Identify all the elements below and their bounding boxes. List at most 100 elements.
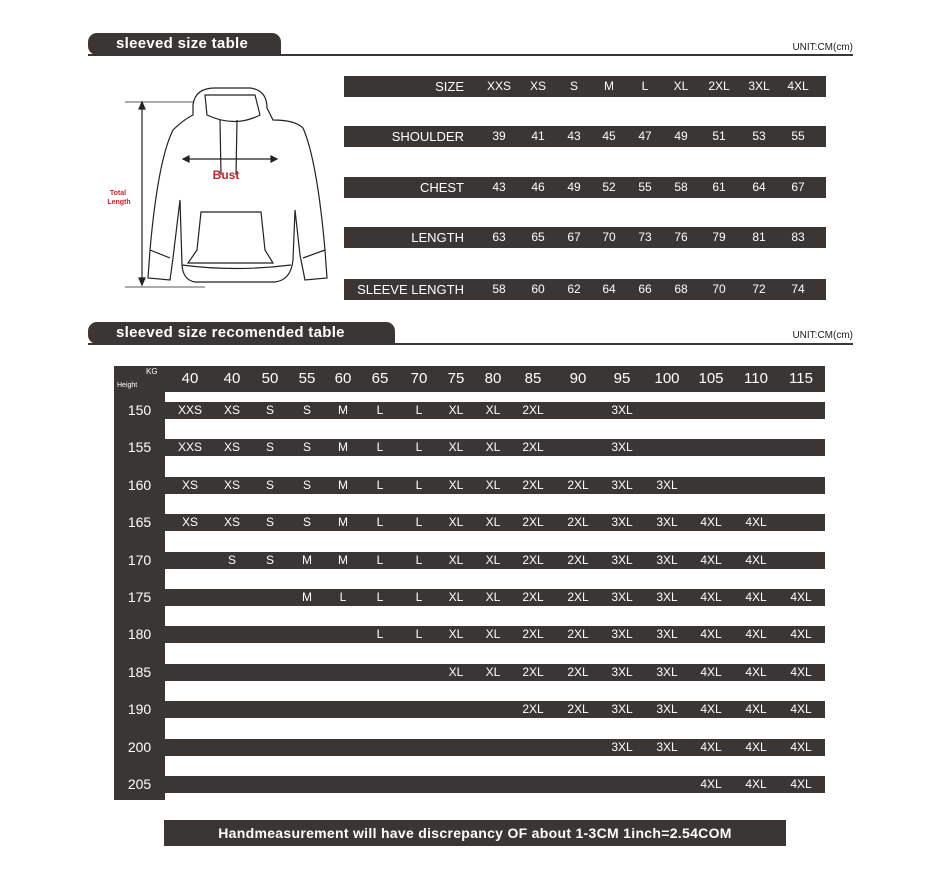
recommended-size: L <box>415 478 423 492</box>
recommended-size: XL <box>448 440 464 454</box>
size-value: 62 <box>567 282 581 296</box>
recommended-size: XL <box>485 478 501 492</box>
size-value: XXS <box>486 79 511 93</box>
recommended-size: 3XL <box>656 627 678 641</box>
recommended-size: 2XL <box>522 665 544 679</box>
section-title-recommended: sleeved size recomended table <box>88 322 395 344</box>
recommended-row-170: 170 S S M M L L XL XL 2XL 2XL 3XL 3XL 4XL 4XL <box>114 552 825 569</box>
recommended-size: 2XL <box>522 515 544 529</box>
size-value: 58 <box>674 180 688 194</box>
recommended-size: 3XL <box>611 590 633 604</box>
size-value: 4XL <box>787 79 809 93</box>
size-value: 73 <box>638 230 652 244</box>
recommended-row-175: 175 M L L L XL XL 2XL 2XL 3XL 3XL 4XL 4XL 4XL <box>114 589 825 606</box>
section-divider <box>88 54 853 56</box>
recommended-size: 4XL <box>700 553 722 567</box>
recommended-size: 4XL <box>790 740 812 754</box>
recommended-size: 4XL <box>745 553 767 567</box>
total-length-label-2: Length <box>107 199 130 206</box>
size-value: 55 <box>791 129 805 143</box>
size-value: L <box>641 79 649 93</box>
recommended-size: L <box>376 440 384 454</box>
recommended-size: 4XL <box>700 740 722 754</box>
recommended-size: 3XL <box>656 478 678 492</box>
recommended-size: 2XL <box>522 702 544 716</box>
recommended-size: 4XL <box>745 777 767 791</box>
size-value: 49 <box>567 180 581 194</box>
recommended-size: 3XL <box>611 665 633 679</box>
recommended-size: 2XL <box>567 590 589 604</box>
recommended-size: XL <box>448 665 464 679</box>
recommended-size: 3XL <box>611 740 633 754</box>
recommended-size: 4XL <box>790 702 812 716</box>
row-label: SLEEVE LENGTH <box>357 282 464 297</box>
size-value: 55 <box>638 180 652 194</box>
recommended-size: 2XL <box>567 553 589 567</box>
recommended-size: 4XL <box>700 777 722 791</box>
size-value: 70 <box>602 230 616 244</box>
recommended-size: XL <box>448 627 464 641</box>
recommended-size: L <box>376 403 384 417</box>
recommended-size: L <box>415 627 423 641</box>
size-value: 53 <box>752 129 766 143</box>
recommended-row-150: 150 XXS XS S S M L L XL XL 2XL 3XL <box>114 402 825 419</box>
recommended-size: 4XL <box>700 665 722 679</box>
weight-header: 115 <box>789 370 813 387</box>
height-value: 185 <box>127 664 152 680</box>
recommended-size: L <box>376 553 384 567</box>
size-value: 41 <box>531 129 545 143</box>
recommended-size: XL <box>485 627 501 641</box>
weight-header: 95 <box>613 370 631 387</box>
recommended-size: M <box>338 478 348 492</box>
bust-label: Bust <box>213 168 240 182</box>
height-value: 170 <box>127 552 152 568</box>
recommended-size: 2XL <box>522 478 544 492</box>
recommended-size: L <box>415 553 423 567</box>
recommended-size: 2XL <box>567 702 589 716</box>
recommended-size: 4XL <box>700 702 722 716</box>
recommended-size: M <box>338 553 348 567</box>
size-value: XL <box>673 79 689 93</box>
recommended-size: 2XL <box>567 478 589 492</box>
size-value: 83 <box>791 230 805 244</box>
unit-label: UNIT:CM(cm) <box>792 42 853 53</box>
section-title-size-table: sleeved size table <box>88 33 281 55</box>
recommended-size: S <box>302 515 311 529</box>
recommended-size: XS <box>223 403 240 417</box>
recommended-size: M <box>302 553 312 567</box>
weight-header: 70 <box>410 370 428 387</box>
height-value: 165 <box>127 514 152 530</box>
recommended-row-185: 185 XL XL 2XL 2XL 3XL 3XL 4XL 4XL 4XL <box>114 664 825 681</box>
height-value: 155 <box>127 439 152 455</box>
recommended-size: 4XL <box>745 515 767 529</box>
recommended-row-180: 180 L L XL XL 2XL 2XL 3XL 3XL 4XL 4XL 4XL <box>114 626 825 643</box>
size-value: 76 <box>674 230 688 244</box>
recommended-size: 2XL <box>522 590 544 604</box>
recommended-row-165: 165 XS XS S S M L L XL XL 2XL 2XL 3XL 3XL 4XL 4XL <box>114 514 825 531</box>
recommended-size: XL <box>485 403 501 417</box>
recommended-size: XL <box>448 403 464 417</box>
recommended-size: 2XL <box>522 627 544 641</box>
recommended-size: 3XL <box>656 553 678 567</box>
recommended-size: S <box>265 515 274 529</box>
size-value: 51 <box>712 129 726 143</box>
weight-header: 40 <box>223 370 241 387</box>
size-row-length: LENGTH 63 65 67 70 73 76 79 81 83 <box>344 227 826 248</box>
size-value: 64 <box>752 180 766 194</box>
recommended-size: XL <box>485 590 501 604</box>
size-value: 74 <box>791 282 805 296</box>
size-value: 60 <box>531 282 545 296</box>
recommended-size: L <box>376 478 384 492</box>
recommended-size: M <box>302 590 312 604</box>
recommended-size: XS <box>223 478 240 492</box>
recommended-size: 2XL <box>522 403 544 417</box>
recommended-size: 4XL <box>745 590 767 604</box>
recommended-size: 3XL <box>611 553 633 567</box>
size-value: 66 <box>638 282 652 296</box>
recommended-size: L <box>415 515 423 529</box>
recommended-size: XL <box>485 553 501 567</box>
size-row-size: SIZE XXS XS S M L XL 2XL 3XL 4XL <box>344 76 826 97</box>
recommended-size: 4XL <box>790 665 812 679</box>
recommended-size: 4XL <box>700 590 722 604</box>
recommended-size: L <box>376 627 384 641</box>
